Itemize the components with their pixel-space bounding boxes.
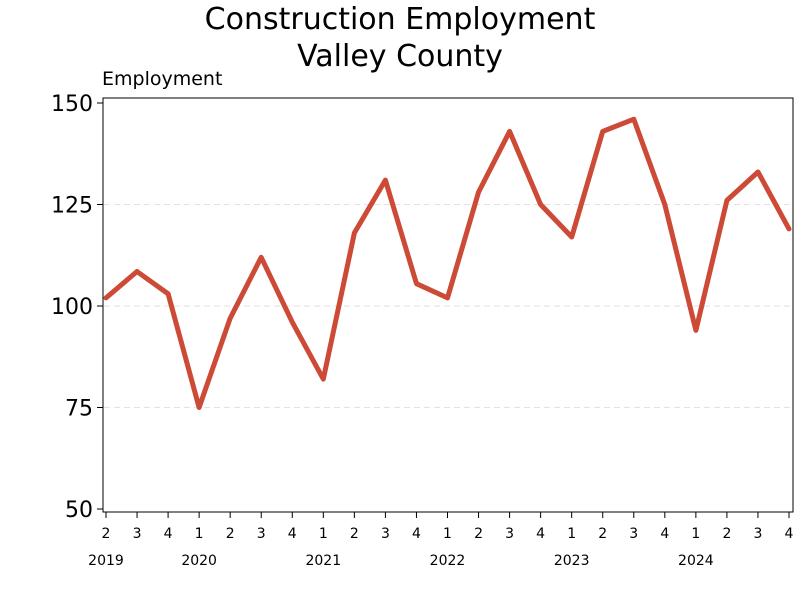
x-tick-label: 3 [381, 526, 390, 542]
x-tick-label: 1 [319, 526, 328, 542]
data-point [104, 296, 108, 300]
y-tick-label: 150 [51, 92, 93, 117]
y-tick-label: 125 [51, 194, 93, 219]
chart-title: Construction Employment [204, 2, 596, 37]
x-tick-label: 1 [691, 526, 700, 542]
data-point [446, 296, 449, 300]
x-tick-label: 2 [474, 526, 483, 542]
x-tick-label: 2 [598, 526, 607, 542]
x-tick-label: 2 [102, 526, 111, 542]
x-tick-label: 2 [350, 526, 359, 542]
x-tick-label: 4 [288, 526, 297, 542]
data-point [725, 198, 729, 202]
x-tick-label: 4 [785, 526, 794, 542]
x-tick-label: 2 [722, 526, 731, 542]
data-point [259, 255, 263, 259]
data-point [290, 320, 294, 324]
data-point [632, 117, 636, 121]
x-tick-label: 1 [195, 526, 204, 542]
data-point [321, 377, 325, 381]
x-tick-label: 3 [753, 526, 762, 542]
x-tick-label: 4 [536, 526, 545, 542]
year-label: 2019 [88, 553, 124, 569]
data-point [197, 406, 201, 409]
data-point [756, 170, 760, 174]
data-point [601, 129, 605, 133]
x-tick-label: 2 [226, 526, 235, 542]
x-tick-label: 4 [660, 526, 669, 542]
data-point [352, 231, 356, 235]
data-point [477, 190, 481, 194]
data-point [383, 178, 387, 182]
y-tick-label: 50 [65, 498, 93, 523]
year-label: 2023 [554, 553, 590, 569]
data-point [166, 292, 170, 296]
chart-subtitle: Valley County [297, 39, 503, 74]
year-label: 2021 [305, 553, 341, 569]
data-point [787, 227, 791, 231]
data-point [570, 235, 574, 239]
y-axis-label: Employment [102, 68, 223, 90]
x-tick-label: 3 [133, 526, 142, 542]
year-label: 2022 [430, 553, 466, 569]
data-point [539, 203, 543, 206]
x-tick-label: 4 [412, 526, 421, 542]
data-point [414, 282, 418, 286]
x-tick-label: 3 [629, 526, 638, 542]
x-tick-label: 3 [505, 526, 514, 542]
x-tick-label: 3 [257, 526, 266, 542]
data-point [694, 328, 698, 332]
year-label: 2024 [678, 553, 714, 569]
data-point [663, 203, 667, 206]
data-point [228, 316, 232, 320]
y-tick-label: 100 [51, 295, 93, 320]
year-label: 2020 [181, 553, 217, 569]
x-tick-label: 1 [567, 526, 576, 542]
data-point [508, 129, 512, 133]
employment-series-line [103, 116, 792, 410]
x-tick-label: 4 [164, 526, 173, 542]
x-tick-label: 1 [443, 526, 452, 542]
y-tick-label: 75 [65, 397, 93, 422]
data-point [135, 269, 139, 273]
